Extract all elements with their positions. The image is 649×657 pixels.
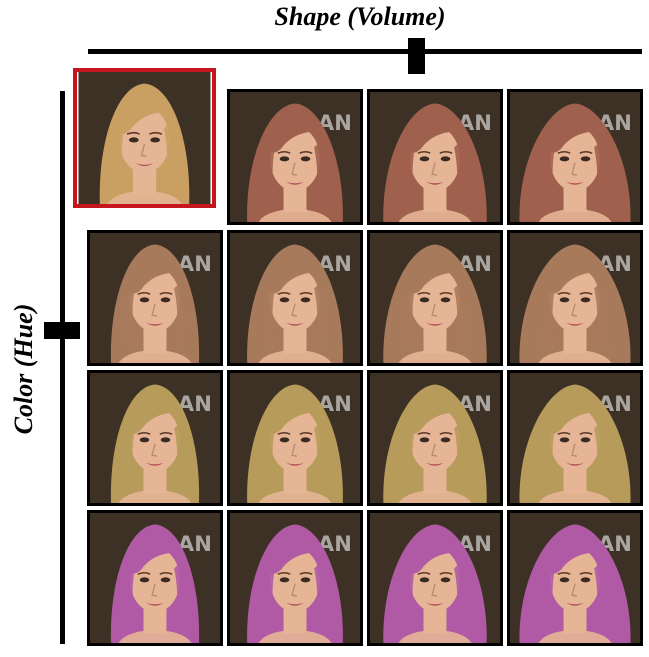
generated-face-image: AN: [367, 230, 503, 366]
shape-axis-line: [88, 49, 642, 54]
shape-axis-tick: [408, 38, 425, 74]
generated-face-image: AN: [507, 230, 643, 366]
color-axis-line: [60, 91, 65, 644]
generated-face-image: AN: [367, 510, 503, 646]
generated-face-image: AN: [87, 510, 223, 646]
generated-face-image: AN: [367, 89, 503, 225]
generated-face-image: AN: [367, 370, 503, 506]
color-axis-label: Color (Hue): [9, 303, 38, 435]
generated-face-image: AN: [87, 370, 223, 506]
generated-face-image: AN: [227, 89, 363, 225]
generated-face-image: AN: [87, 230, 223, 366]
generated-face-image: AN: [507, 510, 643, 646]
generated-face-image: AN: [507, 89, 643, 225]
generated-face-image: AN: [227, 370, 363, 506]
generated-face-image: AN: [227, 510, 363, 646]
shape-axis-label: Shape (Volume): [274, 2, 446, 31]
generated-face-image: AN: [227, 230, 363, 366]
color-axis-tick: [44, 322, 80, 339]
generated-face-image: AN: [507, 370, 643, 506]
input-face-image: [73, 68, 216, 208]
